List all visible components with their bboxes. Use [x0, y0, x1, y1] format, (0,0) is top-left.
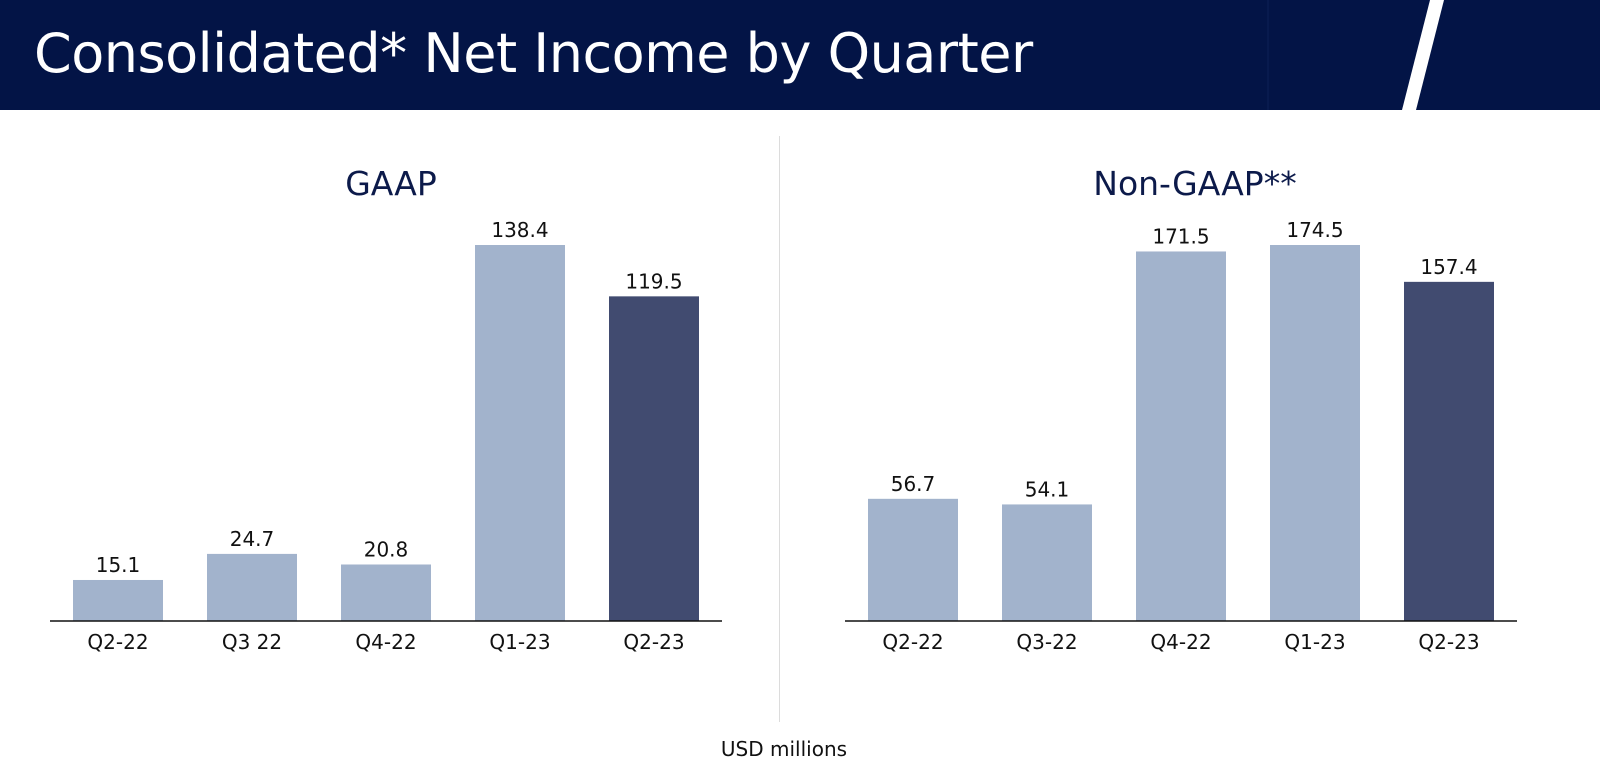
non-gaap-category-label: Q1-23 — [1284, 630, 1345, 654]
non-gaap-chart-title: Non-GAAP** — [1093, 164, 1297, 203]
gaap-bar — [341, 564, 431, 621]
non-gaap-category-label: Q2-23 — [1418, 630, 1479, 654]
header-banner: Consolidated* Net Income by Quarter — [0, 0, 1600, 110]
gaap-value-label: 138.4 — [491, 218, 548, 242]
gaap-value-label: 119.5 — [625, 269, 682, 293]
gaap-chart-title: GAAP — [345, 164, 437, 203]
non-gaap-value-label: 174.5 — [1286, 218, 1343, 242]
panel-divider — [779, 136, 780, 722]
non-gaap-value-label: 171.5 — [1152, 224, 1209, 248]
non-gaap-bar — [1270, 245, 1360, 621]
gaap-category-label: Q2-23 — [623, 630, 684, 654]
non-gaap-category-label: Q3-22 — [1016, 630, 1077, 654]
gaap-category-label: Q1-23 — [489, 630, 550, 654]
non-gaap-bar — [1136, 251, 1226, 622]
non-gaap-bar — [868, 498, 958, 621]
non-gaap-value-label: 54.1 — [1025, 477, 1070, 501]
non-gaap-category-label: Q4-22 — [1150, 630, 1211, 654]
gaap-bar — [475, 245, 565, 621]
gaap-category-label: Q4-22 — [355, 630, 416, 654]
gaap-category-label: Q3 22 — [222, 630, 282, 654]
gaap-value-label: 15.1 — [96, 553, 141, 577]
gaap-bar — [73, 579, 163, 621]
non-gaap-bar — [1404, 281, 1494, 621]
non-gaap-value-label: 56.7 — [891, 472, 936, 496]
gaap-category-label: Q2-22 — [87, 630, 148, 654]
non-gaap-bar — [1002, 504, 1092, 621]
gaap-value-label: 24.7 — [230, 527, 275, 551]
decorative-slash — [1267, 0, 1444, 110]
non-gaap-category-label: Q2-22 — [882, 630, 943, 654]
gaap-value-label: 20.8 — [364, 537, 409, 561]
page-title: Consolidated* Net Income by Quarter — [34, 22, 1033, 85]
non-gaap-value-label: 157.4 — [1420, 255, 1477, 279]
gaap-bar — [207, 553, 297, 621]
gaap-bar — [609, 296, 699, 621]
unit-note: USD millions — [720, 737, 848, 761]
